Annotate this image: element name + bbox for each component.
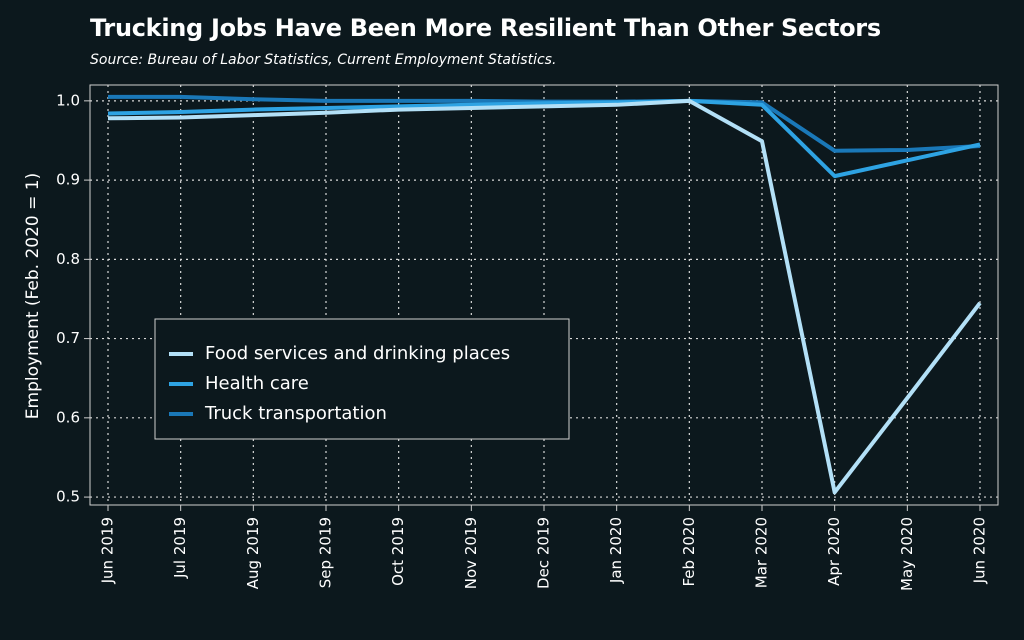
x-tick-label: Jul 2019: [171, 517, 189, 579]
legend-label: Truck transportation: [204, 403, 387, 424]
y-tick-label: 0.7: [56, 329, 80, 347]
gridlines: [90, 85, 998, 505]
x-tick-label: Jun 2020: [971, 517, 989, 584]
y-tick-label: 0.9: [56, 171, 80, 189]
y-axis-label: Employment (Feb. 2020 = 1): [23, 173, 43, 419]
legend-label: Food services and drinking places: [205, 343, 510, 364]
y-tick-label: 0.5: [56, 488, 80, 506]
x-tick-label: Dec 2019: [535, 517, 553, 589]
x-tick-label: Jun 2019: [99, 517, 117, 584]
x-tick-label: Mar 2020: [753, 517, 771, 588]
x-tick-label: Oct 2019: [389, 517, 407, 586]
x-tick-label: Sep 2019: [317, 517, 335, 588]
x-tick-label: Jan 2020: [607, 517, 625, 584]
x-tick-label: Apr 2020: [825, 517, 843, 586]
series-line-2: [107, 98, 981, 179]
legend: Food services and drinking places Health …: [154, 318, 570, 440]
x-tick-label: Nov 2019: [462, 517, 480, 589]
axes: Jun 2019 Jul 2019 Aug 2019 Sep 2019 Oct 2019…: [56, 91, 988, 591]
chart-title: Trucking Jobs Have Been More Resilient T…: [90, 14, 881, 42]
legend-label: Health care: [205, 373, 309, 394]
x-tick-label: Feb 2020: [680, 517, 698, 587]
x-tick-label: Aug 2019: [244, 517, 262, 589]
y-tick-label: 1.0: [56, 91, 80, 109]
y-tick-label: 0.6: [56, 408, 80, 426]
x-tick-label: May 2020: [898, 517, 916, 591]
series-layer: [107, 94, 982, 495]
chart-subtitle: Source: Bureau of Labor Statistics, Curr…: [90, 52, 557, 68]
y-tick-label: 0.8: [56, 250, 80, 268]
legend-box: [154, 318, 570, 440]
series-line-1: [107, 98, 982, 495]
